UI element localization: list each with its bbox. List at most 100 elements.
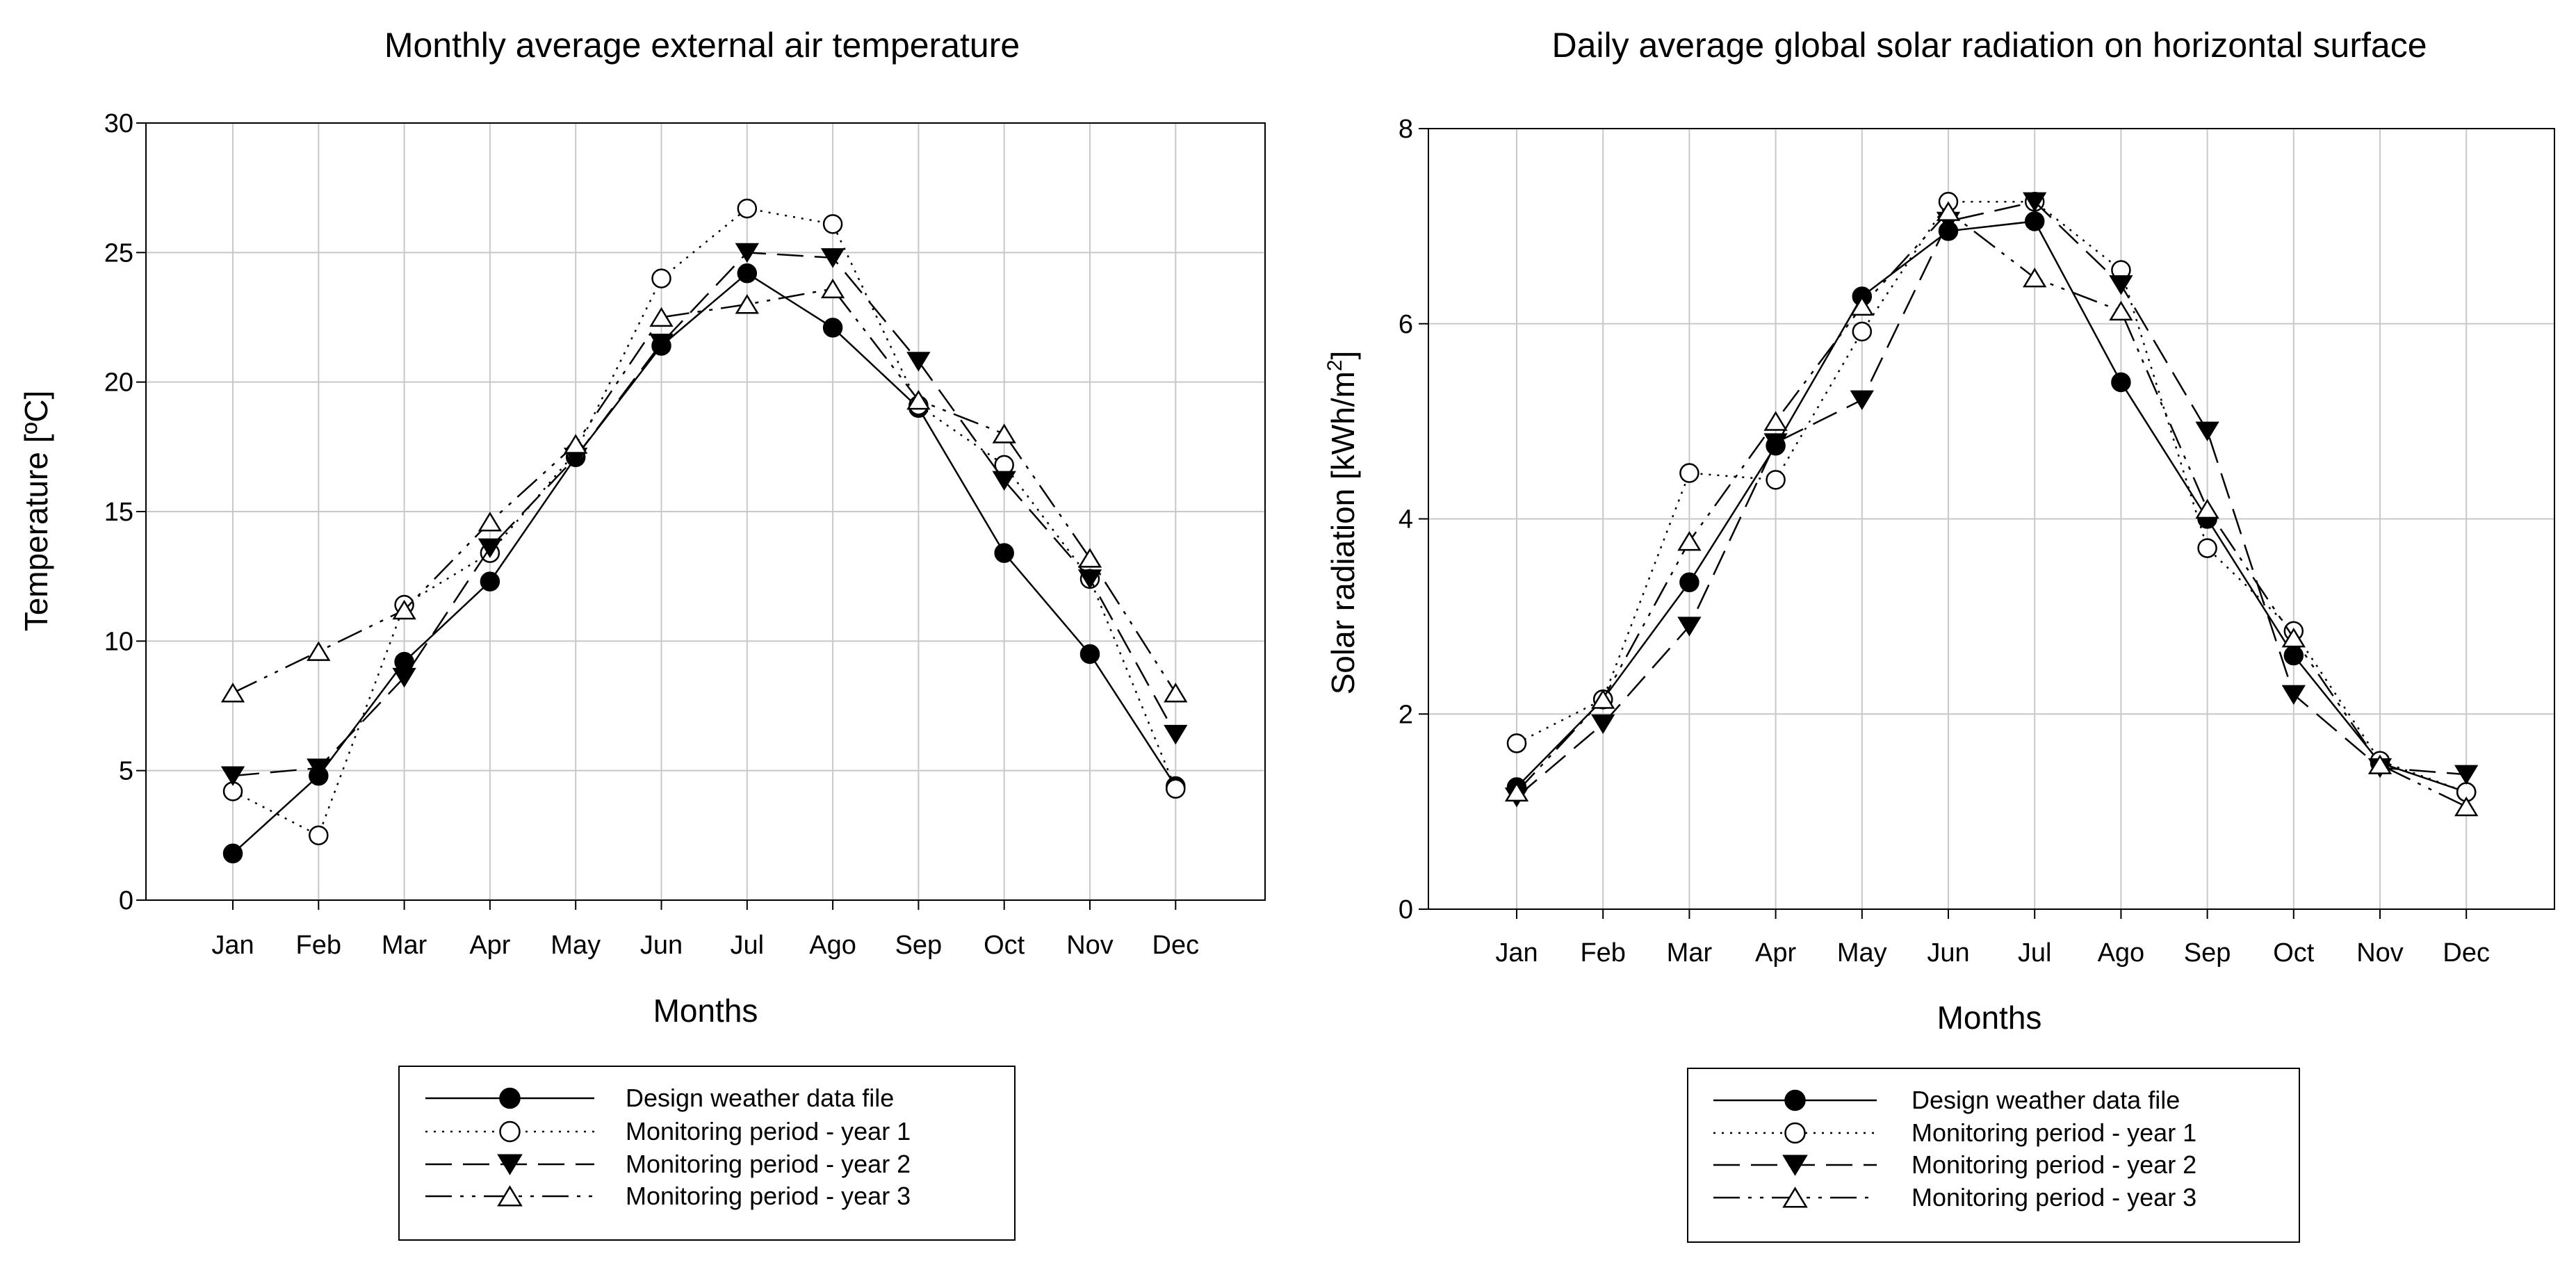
data-point [2109, 275, 2133, 295]
x-tick-label: Ago [809, 931, 856, 960]
legend-item: Monitoring period - year 1 [425, 1117, 911, 1145]
x-tick-label: Sep [2184, 938, 2231, 968]
x-tick-label: Feb [1580, 938, 1625, 968]
data-point [2197, 538, 2217, 558]
series-line [1516, 201, 2467, 793]
data-point [307, 758, 331, 778]
data-point [2023, 192, 2047, 213]
x-tick-label: Oct [2273, 938, 2315, 968]
data-point [1850, 390, 1874, 411]
legend-marker [497, 1185, 523, 1207]
data-point [1677, 617, 1702, 637]
legend: Design weather data file Monitoring perio… [398, 1066, 1016, 1241]
legend-marker [499, 1087, 521, 1109]
data-point [994, 543, 1014, 563]
x-axis-ticks: Jan Feb Mar Apr May Jun Jul Ago Sep Oct Nov Dec [1495, 909, 2490, 968]
data-point [822, 214, 843, 234]
data-point [1850, 295, 1874, 316]
data-point [1591, 714, 1615, 735]
y-axis-label-superscript: 2 [1323, 359, 1346, 371]
data-point [309, 825, 329, 846]
data-point [220, 683, 245, 703]
data-point [2023, 268, 2047, 288]
data-point [2454, 796, 2479, 817]
data-point [735, 243, 759, 263]
y-axis-label-end: ] [1325, 351, 1361, 360]
data-point [1077, 548, 1102, 568]
series-4 [1504, 201, 2479, 817]
data-point [1679, 463, 1699, 483]
data-point [220, 766, 245, 786]
series-line [1516, 200, 2467, 798]
data-point [2283, 645, 2304, 666]
y-tick-label: 5 [119, 757, 133, 786]
data-point [1164, 724, 1188, 745]
data-point [822, 318, 843, 338]
temperature-chart: Monthly average external air temperature… [18, 26, 1266, 1241]
legend-item: Monitoring period - year 1 [1713, 1118, 2196, 1147]
data-point [1506, 733, 1527, 753]
series-line [232, 207, 1177, 837]
series-line [232, 252, 1177, 777]
y-axis-label: Solar radiation [kWh/m2] [1323, 351, 1361, 695]
data-point [651, 268, 671, 288]
legend-item: Design weather data file [425, 1084, 894, 1112]
data-point [1766, 470, 1786, 490]
x-tick-label: May [1837, 938, 1887, 968]
series-4 [220, 278, 1188, 703]
x-tick-label: Mar [382, 931, 427, 960]
legend-item: Monitoring period - year 2 [1713, 1150, 2196, 1179]
y-axis-ticks: 0 5 10 15 20 25 30 [104, 109, 146, 915]
series-1 [222, 263, 1186, 864]
x-tick-label: Jan [211, 931, 254, 960]
y-tick-label: 6 [1399, 310, 1413, 339]
series-line [232, 272, 1177, 854]
y-tick-label: 0 [1399, 895, 1413, 924]
y-tick-label: 10 [104, 627, 133, 656]
data-point [735, 294, 759, 314]
legend-marker [1784, 1089, 1806, 1111]
data-point [1166, 778, 1186, 799]
y-tick-label: 25 [104, 238, 133, 268]
data-point [649, 307, 674, 327]
data-point [1852, 321, 1873, 342]
y-axis-label-main: Solar radiation [kWh/m [1325, 371, 1361, 694]
data-point [1591, 689, 1615, 709]
data-point [649, 334, 674, 354]
legend-label: Monitoring period - year 3 [626, 1182, 911, 1210]
y-tick-label: 20 [104, 368, 133, 398]
data-point [307, 641, 331, 661]
data-point [906, 389, 931, 410]
data-point [992, 423, 1016, 443]
data-point [1679, 572, 1699, 592]
legend-label: Design weather data file [1911, 1086, 2180, 1114]
legend-item: Monitoring period - year 3 [1713, 1183, 2196, 1212]
series-line [1516, 220, 2467, 793]
data-point [1077, 569, 1102, 589]
series-group [220, 198, 1188, 864]
solar-radiation-chart: Daily average global solar radiation on … [1323, 26, 2555, 1243]
x-tick-label: May [551, 931, 601, 960]
data-point [478, 538, 503, 558]
y-tick-label: 0 [119, 886, 133, 915]
legend-item: Design weather data file [1713, 1086, 2180, 1114]
y-tick-label: 4 [1399, 505, 1413, 535]
x-axis-ticks: Jan Feb Mar Apr May Jun Jul Ago Sep Oct Nov Dec [211, 900, 1199, 960]
x-tick-label: Jul [731, 931, 765, 960]
y-tick-label: 2 [1399, 700, 1413, 729]
x-tick-label: Ago [2098, 938, 2145, 968]
data-point [2454, 765, 2479, 785]
series-2 [1506, 192, 2477, 802]
data-point [2111, 372, 2131, 393]
x-tick-label: Jan [1495, 938, 1538, 968]
legend-marker [1782, 1155, 1808, 1176]
legend-item: Monitoring period - year 3 [425, 1182, 911, 1210]
data-point [2109, 300, 2133, 321]
data-point [222, 843, 243, 864]
data-point [2024, 211, 2045, 231]
y-tick-label: 30 [104, 109, 133, 138]
y-axis-ticks: 0 2 4 6 8 [1399, 115, 1428, 924]
x-tick-label: Jul [2018, 938, 2052, 968]
x-tick-label: Nov [1066, 931, 1114, 960]
x-tick-label: Mar [1667, 938, 1713, 968]
